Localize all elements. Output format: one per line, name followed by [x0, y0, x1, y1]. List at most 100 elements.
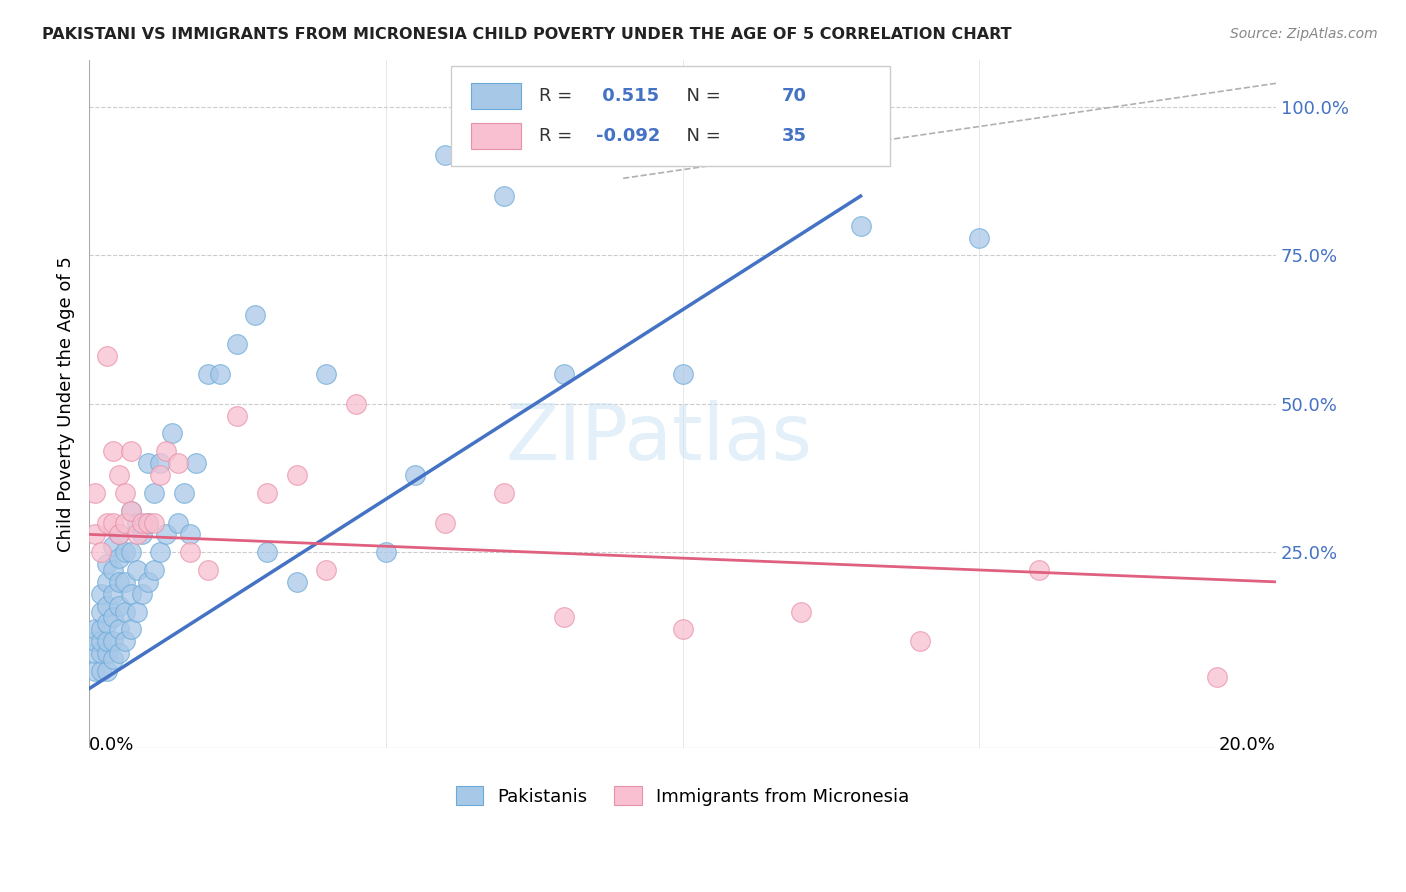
Text: 0.0%: 0.0%: [89, 736, 135, 754]
Point: [120, 503, 142, 517]
Point: [101, 587, 124, 601]
FancyBboxPatch shape: [451, 67, 890, 166]
Point: [125, 563, 148, 577]
Point: [96, 646, 118, 660]
Text: Source: ZipAtlas.com: Source: ZipAtlas.com: [1230, 27, 1378, 41]
Point: [101, 563, 124, 577]
Point: [315, 563, 337, 577]
Text: N =: N =: [675, 127, 727, 145]
Point: [107, 468, 129, 483]
Point: [84, 664, 107, 678]
Point: [160, 426, 183, 441]
Point: [790, 605, 813, 619]
Point: [90, 605, 112, 619]
Point: [107, 646, 129, 660]
Point: [374, 545, 396, 559]
Point: [256, 545, 278, 559]
Point: [101, 444, 124, 458]
Point: [494, 189, 516, 203]
Point: [131, 527, 153, 541]
Point: [167, 456, 190, 470]
Point: [96, 634, 118, 648]
Point: [107, 574, 129, 589]
Point: [344, 397, 367, 411]
Point: [908, 634, 931, 648]
Point: [101, 610, 124, 624]
Point: [671, 623, 693, 637]
Text: 35: 35: [782, 127, 807, 145]
Point: [96, 616, 118, 631]
Point: [90, 646, 112, 660]
Point: [84, 486, 107, 500]
Point: [155, 527, 177, 541]
Point: [553, 367, 575, 381]
Point: [107, 527, 129, 541]
Point: [131, 516, 153, 530]
Point: [138, 516, 160, 530]
Point: [96, 516, 118, 530]
Point: [114, 516, 136, 530]
Point: [101, 652, 124, 666]
Point: [120, 623, 142, 637]
Point: [404, 468, 426, 483]
Point: [96, 557, 118, 571]
Text: 70: 70: [782, 87, 807, 105]
Point: [967, 230, 990, 244]
Point: [149, 468, 172, 483]
Point: [107, 551, 129, 566]
Point: [167, 516, 190, 530]
Point: [101, 634, 124, 648]
Point: [120, 503, 142, 517]
Point: [131, 587, 153, 601]
Point: [179, 545, 201, 559]
Point: [434, 147, 457, 161]
Point: [226, 409, 249, 423]
Point: [107, 623, 129, 637]
Point: [143, 516, 166, 530]
Point: [90, 634, 112, 648]
Point: [90, 623, 112, 637]
Y-axis label: Child Poverty Under the Age of 5: Child Poverty Under the Age of 5: [58, 256, 75, 552]
Point: [84, 634, 107, 648]
Point: [143, 563, 166, 577]
Point: [101, 539, 124, 553]
Point: [245, 308, 267, 322]
Point: [197, 367, 219, 381]
Point: [155, 444, 177, 458]
Point: [114, 545, 136, 559]
Point: [96, 664, 118, 678]
Point: [84, 623, 107, 637]
Point: [90, 664, 112, 678]
Point: [494, 486, 516, 500]
Text: 20.0%: 20.0%: [1219, 736, 1277, 754]
Point: [138, 456, 160, 470]
Point: [256, 486, 278, 500]
Legend: Pakistanis, Immigrants from Micronesia: Pakistanis, Immigrants from Micronesia: [447, 777, 918, 814]
Text: PAKISTANI VS IMMIGRANTS FROM MICRONESIA CHILD POVERTY UNDER THE AGE OF 5 CORRELA: PAKISTANI VS IMMIGRANTS FROM MICRONESIA …: [42, 27, 1012, 42]
Point: [96, 574, 118, 589]
Point: [96, 349, 118, 363]
Point: [553, 610, 575, 624]
Point: [84, 527, 107, 541]
Text: N =: N =: [675, 87, 727, 105]
Point: [138, 574, 160, 589]
Point: [114, 486, 136, 500]
Point: [179, 527, 201, 541]
Point: [101, 516, 124, 530]
Point: [143, 486, 166, 500]
Text: R =: R =: [538, 127, 578, 145]
Point: [208, 367, 231, 381]
Point: [138, 516, 160, 530]
Text: ZIPatlas: ZIPatlas: [505, 401, 813, 476]
Point: [90, 545, 112, 559]
Point: [434, 516, 457, 530]
Point: [114, 605, 136, 619]
Point: [120, 545, 142, 559]
Point: [226, 337, 249, 351]
Point: [90, 587, 112, 601]
Point: [114, 634, 136, 648]
Point: [671, 367, 693, 381]
Point: [197, 563, 219, 577]
Point: [184, 456, 207, 470]
Point: [107, 599, 129, 613]
